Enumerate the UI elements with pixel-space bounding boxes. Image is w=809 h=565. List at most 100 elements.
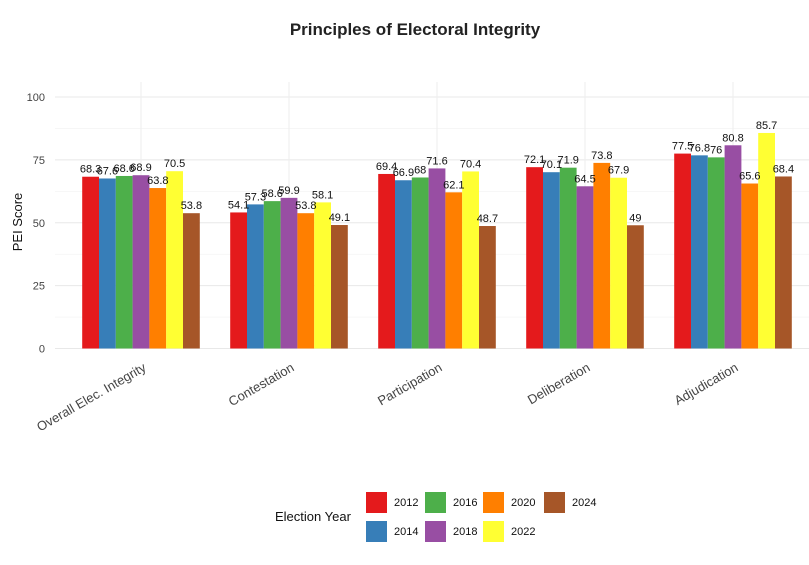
bar-2020	[149, 188, 167, 349]
bar-2024	[183, 213, 200, 349]
data-label: 66.9	[393, 167, 414, 179]
legend-label: 2020	[511, 497, 535, 509]
legend-swatch-2020	[483, 492, 504, 513]
data-label: 71.9	[557, 155, 578, 167]
bar-2014	[543, 172, 560, 349]
y-axis-label: PEI Score	[10, 193, 25, 252]
data-label: 68.6	[113, 163, 134, 175]
data-label: 85.7	[756, 120, 777, 132]
bar-2018	[724, 145, 742, 349]
x-tick-label: Overall Elec. Integrity	[34, 359, 149, 434]
data-label: 80.8	[722, 132, 743, 144]
bar-2022	[462, 171, 479, 349]
bar-2018	[132, 175, 150, 349]
bar-2012	[526, 167, 543, 349]
data-label: 54.1	[228, 199, 249, 211]
data-label: 70.4	[460, 158, 481, 170]
bar-2012	[378, 173, 395, 349]
bar-2016	[411, 177, 429, 349]
data-label: 76	[710, 144, 722, 156]
chart-title: Principles of Electoral Integrity	[290, 20, 541, 39]
data-label: 59.9	[278, 185, 299, 197]
bar-2014	[691, 155, 708, 349]
x-tick-label: Deliberation	[525, 360, 593, 408]
data-label: 73.8	[591, 150, 612, 162]
legend-swatch-2022	[483, 521, 504, 542]
y-tick-label: 0	[39, 344, 45, 356]
bar-2018	[428, 168, 446, 349]
data-label: 49.1	[329, 212, 350, 224]
data-label: 72.1	[524, 154, 545, 166]
data-label: 49	[629, 212, 641, 224]
x-axis-ticks: Overall Elec. Integrity Contestation Parti…	[34, 359, 740, 434]
y-tick-label: 25	[33, 281, 45, 293]
data-label: 62.1	[443, 179, 464, 191]
bar-2014	[395, 180, 412, 349]
legend: 2012 2014 2016 2018 2020 2022 2024	[366, 492, 596, 542]
data-label: 58.1	[312, 189, 333, 201]
bar-2022	[314, 202, 331, 349]
bar-2024	[331, 225, 348, 349]
data-label: 76.8	[689, 142, 710, 154]
legend-label: 2022	[511, 526, 535, 538]
bar-2020	[297, 213, 315, 349]
data-label: 70.1	[541, 159, 562, 171]
data-label: 64.5	[574, 173, 595, 185]
bar-2012	[230, 212, 247, 349]
bar-2024	[627, 225, 644, 349]
y-axis-ticks: 0 25 50 75 100	[27, 92, 45, 356]
bar-2012	[674, 153, 691, 349]
bar-2014	[99, 178, 116, 349]
data-label: 77.5	[672, 141, 693, 153]
bar-2022	[166, 171, 183, 349]
bar-2020	[593, 162, 611, 349]
data-label: 70.5	[164, 158, 185, 170]
bar-2018	[280, 197, 298, 349]
data-label: 63.8	[147, 175, 168, 187]
y-tick-label: 50	[33, 218, 45, 230]
data-label: 68.3	[80, 164, 101, 176]
data-label: 58.6	[261, 188, 282, 200]
bar-2016	[707, 157, 725, 349]
bar-2024	[479, 226, 496, 349]
data-label: 53.8	[295, 200, 316, 212]
data-labels: 68.367.668.668.963.8 70.5 53.8 54.157.358.6…	[80, 120, 794, 225]
legend-label: 2018	[453, 526, 477, 538]
data-label: 68.4	[773, 163, 794, 175]
legend-label: 2014	[394, 526, 418, 538]
bar-2024	[775, 176, 792, 349]
bar-2018	[576, 186, 594, 349]
data-label: 53.8	[181, 200, 202, 212]
data-label: 69.4	[376, 161, 397, 173]
bar-2022	[758, 132, 775, 349]
x-tick-label: Contestation	[226, 360, 297, 409]
bars	[82, 132, 792, 349]
legend-swatch-2018	[425, 521, 446, 542]
data-label: 71.6	[426, 155, 447, 167]
data-label: 68.9	[130, 162, 151, 174]
data-label: 67.6	[97, 165, 118, 177]
legend-label: 2016	[453, 497, 477, 509]
data-label: 65.6	[739, 171, 760, 183]
legend-swatch-2016	[425, 492, 446, 513]
x-tick-label: Participation	[375, 360, 444, 409]
y-tick-label: 75	[33, 155, 45, 167]
legend-swatch-2012	[366, 492, 387, 513]
legend-swatch-2014	[366, 521, 387, 542]
data-label: 67.9	[608, 165, 629, 177]
x-tick-label: Adjudication	[672, 360, 741, 408]
bar-2016	[263, 201, 281, 349]
data-label: 68	[414, 164, 426, 176]
legend-label: 2012	[394, 497, 418, 509]
legend-title: Election Year	[275, 509, 352, 524]
y-tick-label: 100	[27, 92, 45, 104]
bar-2014	[247, 204, 264, 349]
data-label: 57.3	[245, 191, 266, 203]
bar-2012	[82, 176, 99, 349]
bar-2020	[741, 183, 759, 349]
data-label: 48.7	[477, 213, 498, 225]
bar-2022	[610, 177, 627, 349]
bar-2016	[115, 175, 133, 349]
bar-2016	[559, 167, 577, 349]
